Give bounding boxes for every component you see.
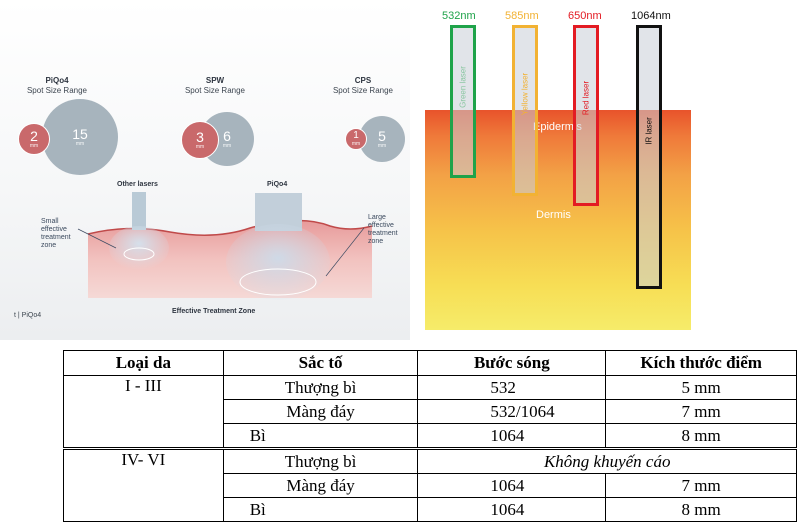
large-treatment-glow [226,224,330,300]
small-treatment-zone [123,247,155,261]
pigment-cell: Thượng bì [222,447,419,474]
spot-value: 2 [30,128,38,144]
wavelength-cell: 1064 [417,497,607,522]
ir-laser-bar: IR laser [636,25,662,289]
spot-small-circle: 2 mm [18,123,50,155]
group-subtitle: Spot Size Range [332,86,394,95]
wavelength-cell: 1064 [417,473,607,498]
small-zone-label: Small effective treatment zone [41,218,71,249]
spot-value: 1 [353,130,359,141]
table-header-row: Loại da Sắc tố Bước sóng Kích thước điểm [63,350,797,376]
dermis-label: Dermis [536,209,571,221]
spot-unit: mm [75,141,85,147]
empty-cell [63,497,224,522]
group-heading-cps: CPS Spot Size Range [308,76,410,96]
table: Loại da Sắc tố Bước sóng Kích thước điểm… [63,350,797,522]
spot-unit: mm [351,141,361,147]
laser-wavelength-figure: Epidermis Dermis 532nm 585nm 650nm 1064n… [425,0,691,330]
empty-cell [63,473,224,498]
red-laser-bar: Red laser [573,25,599,206]
spot-unit: mm [195,144,205,150]
table-row: Bì 1064 8 mm [63,497,797,522]
skin-type-cell: IV- VI [63,447,224,474]
table-row: Bì 1064 8 mm [63,423,797,449]
wavelength-532-label: 532nm [442,10,476,22]
spot-value: 6 [223,128,231,144]
spot-small-circle: 1 mm [345,128,367,150]
pigment-cell: Màng đáy [222,399,419,424]
column-header: Kích thước điểm [605,350,797,376]
table-row: IV- VI Thượng bì Không khuyến cáo [63,447,797,474]
spot-small-circle: 3 mm [181,121,219,159]
pigment-cell: Màng đáy [222,473,419,498]
pointer-line-small [77,228,117,249]
wavelength-1064-label: 1064nm [631,10,671,22]
table-row: Màng đáy 532/1064 7 mm [63,399,797,424]
piqo4-spot-size-figure: PiQo4 Spot Size Range SPW Spot Size Rang… [0,0,410,340]
wavelength-585-label: 585nm [505,10,539,22]
group-heading-spw: SPW Spot Size Range [160,76,270,96]
group-title: CPS [354,76,372,85]
spot-size-cell: 7 mm [605,473,797,498]
empty-cell [63,399,224,424]
not-recommended-cell: Không khuyến cáo [417,447,797,474]
wavelength-cell: 532 [417,375,607,400]
other-lasers-label: Other lasers [117,181,158,188]
group-title: SPW [205,76,225,85]
spot-unit: mm [29,143,39,149]
other-laser-beam [132,192,146,230]
empty-cell [63,423,224,449]
green-laser-bar: Green laser [450,25,476,178]
pigment-cell: Thượng bì [222,375,419,400]
spot-unit: mm [222,143,232,149]
bar-label: Green laser [458,65,468,108]
bar-label: Red laser [581,80,591,116]
epidermis-label: Epidermis [533,121,582,133]
spot-value: 3 [196,129,204,145]
table-row: I - III Thượng bì 532 5 mm [63,375,797,400]
bar-label: Yellow laser [520,72,530,116]
spot-value: 5 [378,128,386,144]
bar-label: IR laser [644,117,654,145]
pigment-cell: Bì [222,423,419,449]
group-title: PiQo4 [45,76,69,85]
large-zone-label: Large effective treatment zone [368,214,398,245]
brand-mark: t | PiQo4 [14,312,42,319]
spot-unit: mm [377,143,387,149]
spot-large-circle: 15 mm [42,99,118,175]
spot-size-cell: 8 mm [605,497,797,522]
laser-parameter-table: Loại da Sắc tố Bước sóng Kích thước điểm… [63,350,797,522]
wavelength-cell: 532/1064 [417,399,607,424]
group-heading-piqo4: PiQo4 Spot Size Range [2,76,112,96]
piqo4-label: PiQo4 [267,181,288,188]
column-header: Sắc tố [222,350,419,376]
spot-value: 15 [72,126,88,142]
group-subtitle: Spot Size Range [184,86,246,95]
wavelength-650-label: 650nm [568,10,602,22]
pigment-cell: Bì [222,497,419,522]
skin-type-cell: I - III [63,375,224,400]
spot-size-cell: 5 mm [605,375,797,400]
column-header: Bước sóng [417,350,607,376]
yellow-laser-bar: Yellow laser [512,25,538,196]
large-treatment-zone [239,268,317,296]
pointer-line-large [325,227,365,277]
wavelength-cell: 1064 [417,423,607,449]
group-subtitle: Spot Size Range [26,86,88,95]
column-header: Loại da [63,350,224,376]
spot-size-cell: 8 mm [605,423,797,449]
table-row: Màng đáy 1064 7 mm [63,473,797,498]
spot-size-cell: 7 mm [605,399,797,424]
skin-cross-section [77,192,373,300]
effective-zone-caption: Effective Treatment Zone [172,308,256,315]
